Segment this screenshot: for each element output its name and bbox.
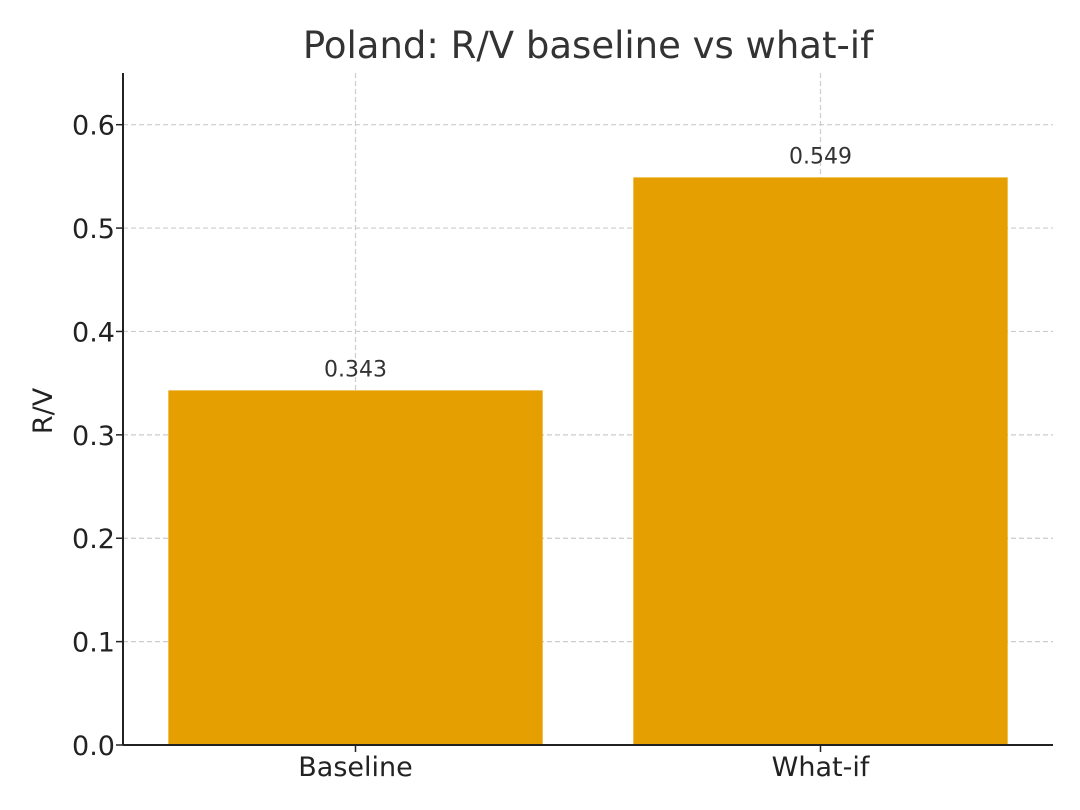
y-tick-label: 0.1 (72, 628, 115, 659)
chart-title: Poland: R/V baseline vs what-if (303, 24, 874, 67)
labels-layer: 0.0 0.1 0.2 0.3 0.4 0.5 0.6 0.343 0.549 Baseline W… (72, 111, 871, 783)
data-label: 0.549 (789, 144, 852, 169)
y-tick-label: 0.3 (72, 421, 115, 452)
bar-baseline (168, 390, 543, 745)
bar-what-if (633, 177, 1008, 745)
y-axis-label: R/V (28, 387, 59, 434)
y-tick-label: 0.5 (72, 214, 115, 245)
data-label: 0.343 (324, 357, 387, 382)
y-tick-label: 0.2 (72, 524, 115, 555)
bars-layer (168, 177, 1008, 745)
axes-layer (116, 73, 1053, 752)
x-tick-label: Baseline (298, 752, 412, 783)
y-tick-label: 0.6 (72, 111, 115, 142)
x-tick-label: What-if (772, 752, 871, 783)
y-tick-label: 0.4 (72, 317, 115, 348)
y-tick-label: 0.0 (72, 731, 115, 762)
